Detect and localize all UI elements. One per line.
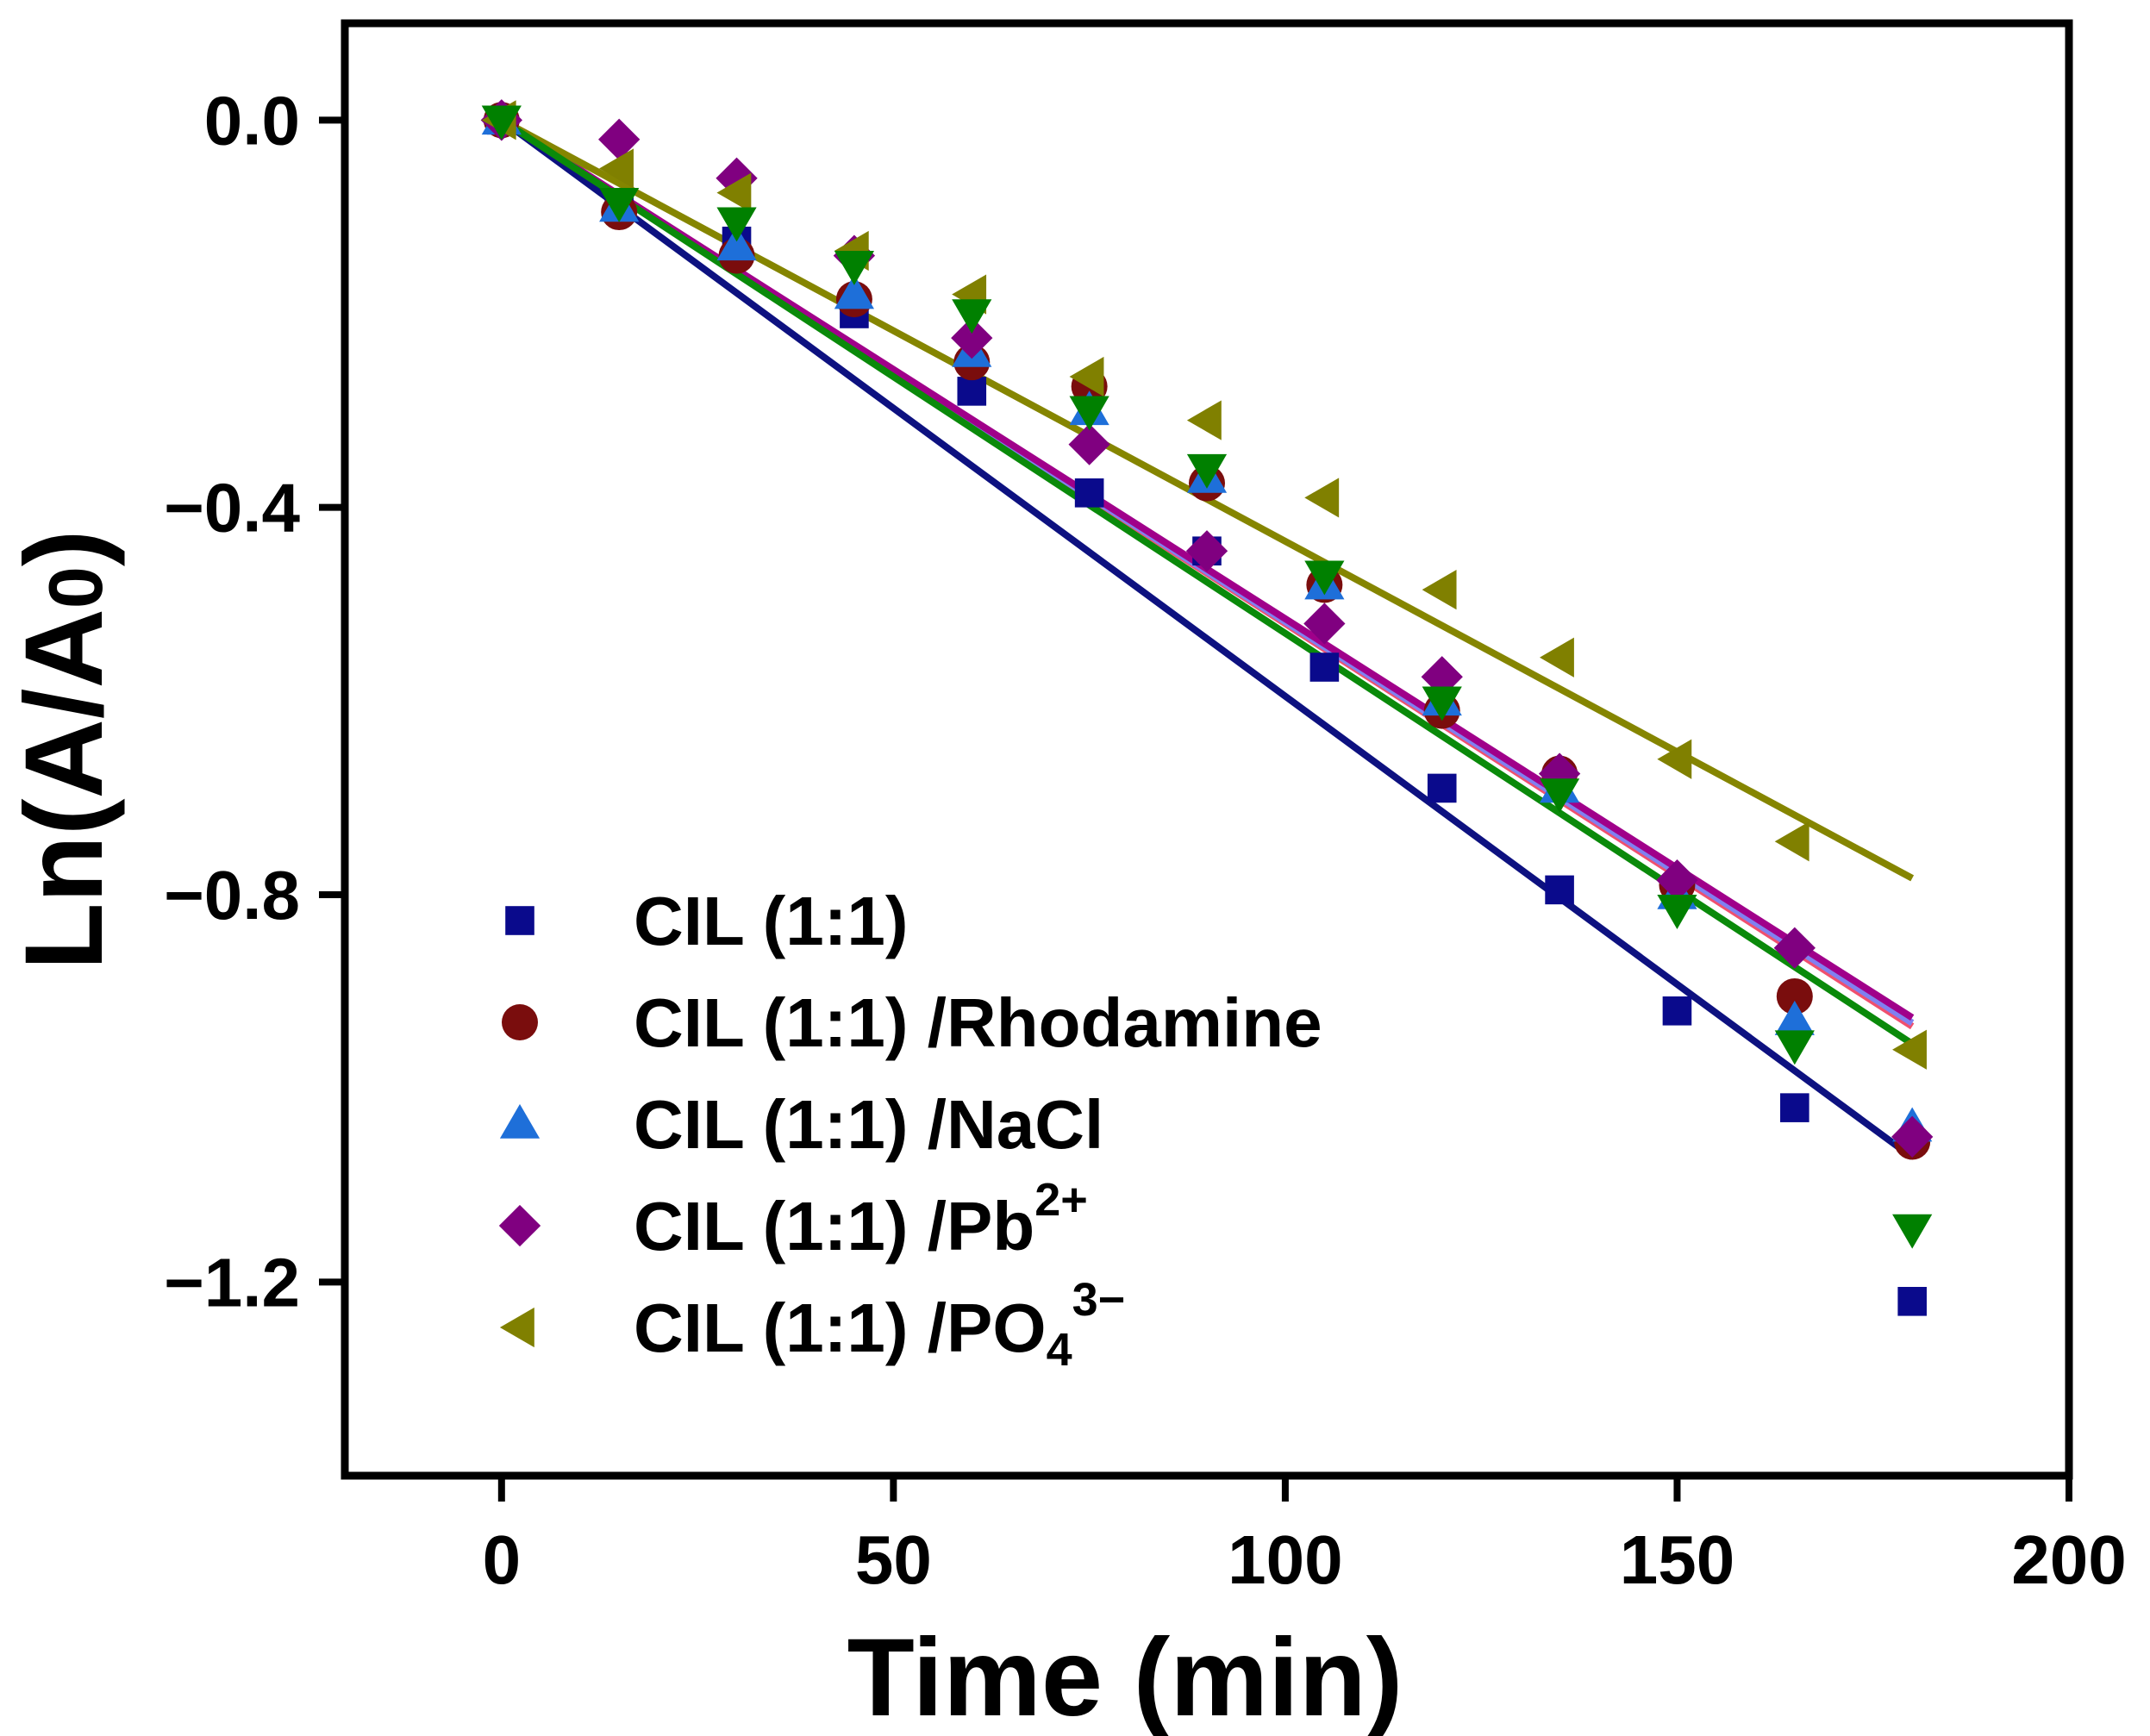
data-point-s3-10 <box>1656 859 1698 902</box>
legend-marker-1 <box>502 1004 538 1040</box>
data-point-s5-10 <box>1657 895 1697 929</box>
y-tick-label-0: 0.0 <box>204 82 300 159</box>
plot-frame <box>341 19 2073 1480</box>
data-point-s2-3 <box>834 274 875 309</box>
data-point-s5-2 <box>716 207 757 242</box>
y-tick-label-2: −0.8 <box>164 857 300 934</box>
data-point-s0-9 <box>1545 875 1574 905</box>
data-point-s0-8 <box>1427 773 1457 803</box>
legend-label-2: CIL (1:1) /NaCl <box>634 1086 1103 1163</box>
data-point-s5-0 <box>481 105 522 141</box>
x-tick-label-2: 100 <box>1228 1521 1342 1598</box>
data-point-s3-7 <box>1303 603 1346 645</box>
fit-line-0 <box>499 117 1915 1160</box>
data-point-s4-1 <box>599 148 634 189</box>
data-point-s0-10 <box>1662 996 1692 1026</box>
legend-label-1: CIL (1:1) /Rhodamine <box>634 984 1322 1061</box>
x-axis-title: Time (min) <box>847 1616 1403 1736</box>
legend: CIL (1:1) CIL (1:1) /Rhodamine CIL (1:1) /… <box>498 883 1322 1376</box>
data-point-s5-12 <box>1892 1214 1933 1249</box>
y-axis: 0.0 −0.4 −0.8 −1.2 <box>164 82 345 1321</box>
legend-label-0: CIL (1:1) <box>634 883 909 959</box>
legend-label-3: CIL (1:1) /Pb2+ <box>634 1174 1088 1265</box>
legend-label-base-0: CIL (1:1) <box>634 883 909 959</box>
legend-label-sup-3: 2+ <box>1034 1174 1088 1226</box>
y-tick-label-1: −0.4 <box>164 470 300 546</box>
y-tick-label-3: −1.2 <box>164 1244 300 1321</box>
data-point-s5-3 <box>834 251 875 285</box>
x-tick-label-4: 200 <box>2011 1521 2126 1598</box>
data-point-s5-5 <box>1069 396 1109 431</box>
data-point-s5-4 <box>952 299 992 334</box>
data-point-s5-8 <box>1422 686 1462 721</box>
x-axis: 0 50 100 150 200 <box>483 1476 2127 1598</box>
legend-marker-4 <box>499 1307 534 1348</box>
data-point-s4-9 <box>1539 637 1574 678</box>
data-point-s3-5 <box>1068 423 1110 465</box>
legend-marker-2 <box>499 1103 541 1139</box>
data-point-s4-5 <box>1069 356 1104 397</box>
legend-label-base-2: CIL (1:1) /NaCl <box>634 1086 1103 1163</box>
data-point-s0-4 <box>957 377 987 406</box>
data-point-s4-2 <box>716 172 752 213</box>
y-axis-title-sub: 0 <box>33 566 118 609</box>
data-point-s3-12 <box>1891 1115 1934 1158</box>
legend-label-base-4: CIL (1:1) /PO <box>634 1290 1047 1366</box>
data-point-s0-7 <box>1309 653 1340 682</box>
x-tick-label-3: 150 <box>1620 1521 1734 1598</box>
data-point-s3-6 <box>1185 530 1228 572</box>
data-point-s5-11 <box>1774 1030 1815 1065</box>
y-axis-title-close: ) <box>3 529 126 566</box>
legend-label-base-1: CIL (1:1) /Rhodamine <box>634 984 1322 1061</box>
data-points <box>480 99 1934 1316</box>
data-point-s1-11 <box>1776 977 1813 1015</box>
data-point-s0-5 <box>1074 478 1104 508</box>
data-point-s5-7 <box>1304 560 1345 596</box>
data-point-s4-10 <box>1657 739 1692 779</box>
x-tick-label-0: 0 <box>483 1521 522 1598</box>
legend-label-4: CIL (1:1) /PO43− <box>634 1274 1125 1376</box>
legend-label-base-3: CIL (1:1) /Pb <box>634 1188 1034 1265</box>
data-point-s5-1 <box>599 188 640 222</box>
data-point-s0-11 <box>1780 1093 1809 1122</box>
data-point-s3-4 <box>951 316 993 359</box>
data-point-s4-11 <box>1774 821 1809 862</box>
data-point-s3-9 <box>1538 752 1581 795</box>
data-point-s4-8 <box>1422 570 1457 610</box>
legend-marker-3 <box>498 1204 541 1247</box>
data-point-s2-2 <box>716 226 757 261</box>
legend-marker-0 <box>505 906 534 935</box>
data-point-s0-12 <box>1897 1287 1927 1316</box>
data-point-s3-1 <box>598 118 641 160</box>
y-axis-title: Ln(A/A0) <box>3 529 126 970</box>
legend-label-sub-4: 4 <box>1047 1324 1072 1376</box>
data-point-s2-11 <box>1774 1000 1815 1035</box>
data-point-s3-11 <box>1773 927 1816 969</box>
data-point-s5-9 <box>1539 778 1580 814</box>
data-point-s5-6 <box>1186 453 1228 489</box>
x-tick-label-1: 50 <box>855 1521 932 1598</box>
data-point-s4-12 <box>1892 1029 1927 1070</box>
legend-label-sup2-4: 3− <box>1072 1274 1126 1326</box>
data-point-s4-7 <box>1304 478 1340 518</box>
y-axis-title-main: Ln(A/A <box>3 609 126 970</box>
data-point-s4-6 <box>1186 400 1222 440</box>
